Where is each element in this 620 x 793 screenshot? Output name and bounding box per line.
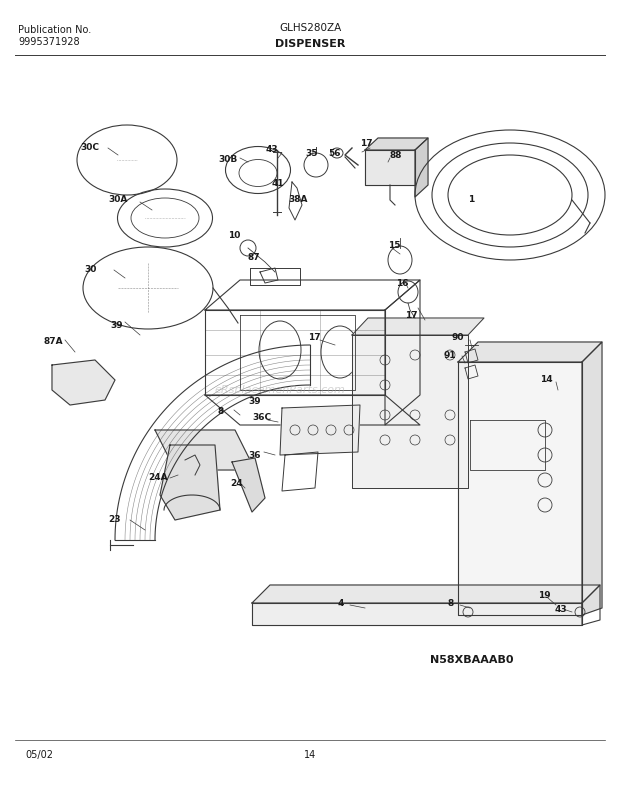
Text: 8: 8 [218,408,224,416]
Text: 05/02: 05/02 [25,750,53,760]
Text: 30A: 30A [108,196,127,205]
Polygon shape [232,458,265,512]
Text: 36C: 36C [252,413,271,423]
Text: 88: 88 [390,151,402,159]
Text: 87A: 87A [44,338,64,347]
Text: 17: 17 [405,311,418,320]
Text: 17: 17 [360,139,373,147]
Text: 43: 43 [266,144,278,154]
Text: 14: 14 [540,376,552,385]
Text: Publication No.: Publication No. [18,25,91,35]
Text: 4: 4 [338,599,344,607]
Polygon shape [352,335,468,488]
Polygon shape [155,430,255,470]
Polygon shape [52,360,115,405]
Text: 9995371928: 9995371928 [18,37,79,47]
Polygon shape [352,318,484,335]
Text: 87: 87 [248,252,260,262]
Text: eRsplacemenParts.com: eRsplacemenParts.com [215,385,345,395]
Text: 10: 10 [228,231,241,239]
Text: 91: 91 [443,351,456,361]
Text: 14: 14 [304,750,316,760]
Text: 19: 19 [538,592,551,600]
Text: N58XBAAAB0: N58XBAAAB0 [430,655,513,665]
Text: 16: 16 [396,278,409,288]
Polygon shape [458,342,602,362]
Text: DISPENSER: DISPENSER [275,39,345,49]
Polygon shape [160,445,220,520]
Polygon shape [365,150,415,185]
Polygon shape [252,585,600,603]
Polygon shape [280,405,360,455]
Text: 41: 41 [272,178,285,187]
Polygon shape [582,342,602,615]
Text: 38A: 38A [288,196,308,205]
Text: 23: 23 [108,515,120,524]
Text: 43: 43 [555,606,568,615]
Polygon shape [252,603,582,625]
Text: 30: 30 [84,266,96,274]
Text: GLHS280ZA: GLHS280ZA [279,23,341,33]
Text: 90: 90 [452,334,464,343]
Text: 17: 17 [308,334,321,343]
Text: 24: 24 [230,478,242,488]
Text: 39: 39 [248,397,260,407]
Polygon shape [415,138,428,197]
Text: 24A: 24A [148,473,167,482]
Text: 30B: 30B [218,155,237,164]
Polygon shape [458,362,582,615]
Text: 8: 8 [448,599,454,607]
Text: 39: 39 [110,320,123,330]
Text: 30C: 30C [80,144,99,152]
Text: 56: 56 [328,150,340,159]
Text: 1: 1 [468,196,474,205]
Text: 15: 15 [388,242,401,251]
Polygon shape [365,138,428,150]
Text: 36: 36 [248,450,260,459]
Text: 35: 35 [305,148,317,158]
